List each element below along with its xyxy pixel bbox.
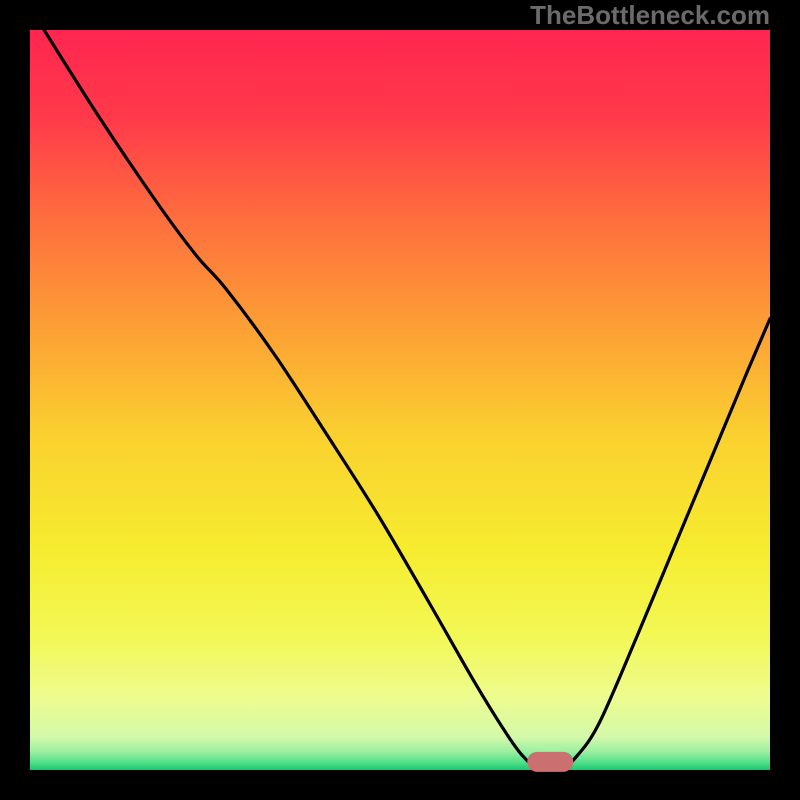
optimal-marker: [527, 752, 573, 772]
bottleneck-chart: [0, 0, 800, 800]
chart-root: TheBottleneck.com: [0, 0, 800, 800]
plot-gradient-area: [30, 30, 770, 770]
watermark-text: TheBottleneck.com: [530, 0, 770, 31]
